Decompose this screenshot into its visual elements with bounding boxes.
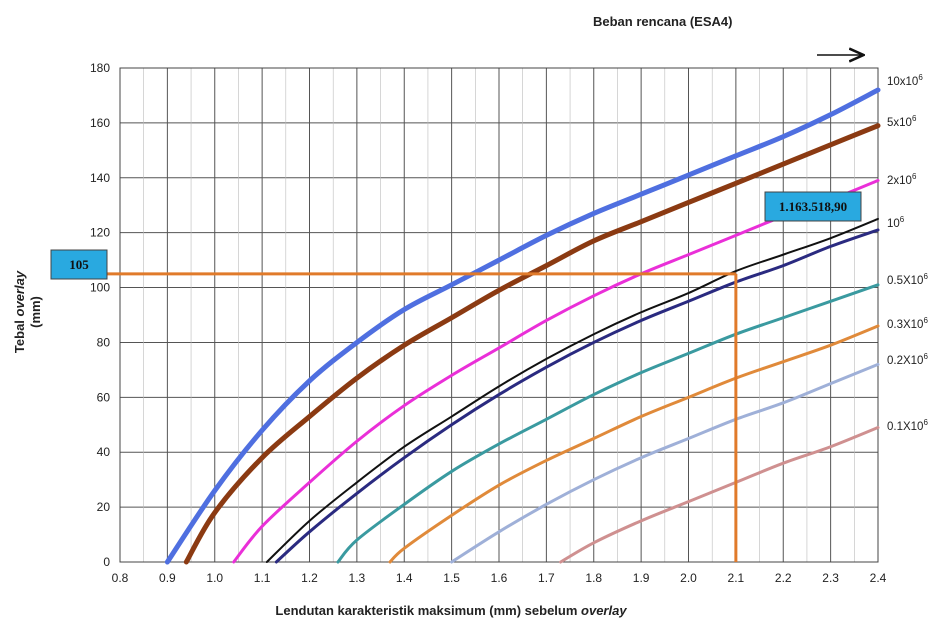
series-label: 0.2X106 [887,352,928,367]
series-line-2x10 [232,179,880,564]
y-tick-label: 100 [90,281,110,295]
series-line-10x10 [164,87,881,565]
series-label: 0.1X106 [887,418,928,433]
series-label: 0.3X106 [887,316,928,331]
x-tick-label: 1.7 [538,571,555,585]
y-tick-label: 60 [97,390,111,404]
guide-layer: 105 1.163.518,90 [50,191,862,562]
x-tick-label: 2.3 [822,571,839,585]
plot-area [119,67,879,563]
x-tick-labels: 0.8 0.9 1.0 1.1 1.2 1.3 1.4 1.5 1.6 1.7 1.8 1.9 2.0 2… [112,571,887,585]
series-line-0-3x10 [388,324,880,564]
y-tick-label: 160 [90,116,110,130]
series-line-5x10 [183,123,881,565]
legend-title: Beban rencana (ESA4) [593,14,732,29]
series-line-0-2x10 [450,362,880,564]
series-label: 5x106 [887,114,917,129]
x-tick-label: 1.6 [491,571,508,585]
x-tick-label: 0.8 [112,571,129,585]
series-layer [164,87,881,565]
x-tick-label: 2.4 [870,571,887,585]
esa-value-box [764,191,862,222]
esa-value-label: 1.163.518,90 [779,199,847,214]
x-tick-label: 1.4 [396,571,413,585]
x-tick-label: 1.5 [443,571,460,585]
y-tick-label: 180 [90,61,110,75]
x-tick-label: 2.2 [775,571,792,585]
x-tick-label: 0.9 [159,571,176,585]
x-axis-label: Lendutan karakteristik maksimum (mm) seb… [275,603,627,618]
y-tick-label: 0 [103,555,110,569]
series-label: 10x106 [887,73,923,88]
series-labels: 10x106 5x106 2x106 106 0.5X106 0.3X106 0.2X106… [887,73,928,433]
y-tick-label: 40 [97,445,111,459]
x-tick-label: 2.0 [680,571,697,585]
series-line-0-1x10 [559,426,880,564]
y-tick-label: 80 [97,335,111,349]
x-tick-label: 1.8 [585,571,602,585]
series-label: 2x106 [887,172,917,187]
x-tick-label: 1.9 [633,571,650,585]
y-value-box [50,249,108,280]
svg-text:Tebal overlay: Tebal overlay [12,270,27,353]
x-tick-label: 1.2 [301,571,318,585]
x-tick-label: 1.3 [349,571,366,585]
series-line-unlabeled [274,228,880,564]
y-tick-label: 20 [97,500,111,514]
y-tick-label: 140 [90,171,110,185]
y-value-label: 105 [69,257,89,272]
x-tick-label: 1.1 [254,571,271,585]
x-tick-label: 2.1 [728,571,745,585]
y-tick-label: 120 [90,226,110,240]
y-tick-labels: 0 20 40 60 80 100 120 140 160 180 [90,61,110,569]
svg-text:(mm): (mm) [28,296,43,328]
series-label: 0.5X106 [887,272,928,287]
series-line-10 [265,217,879,563]
series-label: 106 [887,215,905,230]
x-tick-label: 1.0 [206,571,223,585]
y-axis-label: Tebal overlay (mm) [12,270,43,353]
series-line-0-5x10 [336,283,880,564]
